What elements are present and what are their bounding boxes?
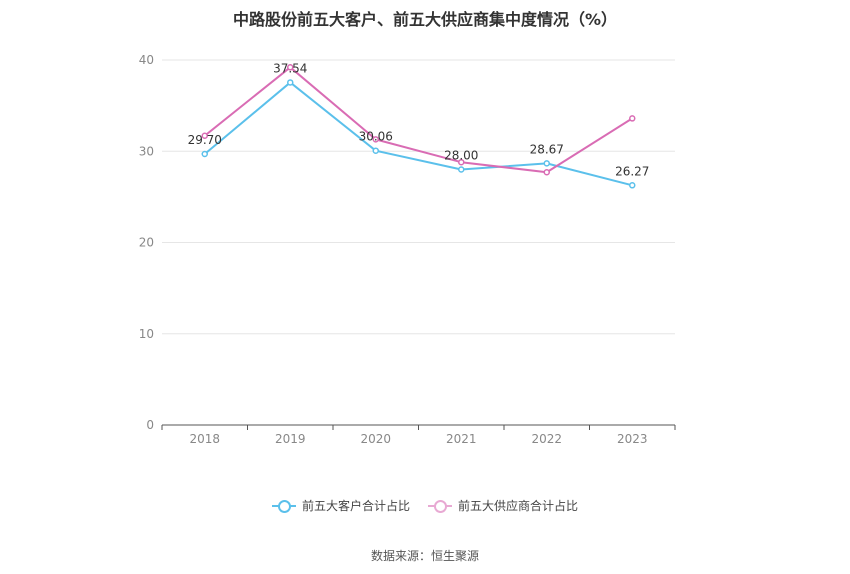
point-0-2023 xyxy=(629,182,636,189)
point-1-2022 xyxy=(543,168,550,176)
y-tick-label-40: 40 xyxy=(139,53,154,67)
point-0-2021 xyxy=(458,166,465,173)
legend-item-suppliers[interactable]: 前五大供应商合计占比 xyxy=(428,497,578,514)
axes: 0 10 20 30 40 2018 2019 2020 2021 2022 2023 xyxy=(139,53,676,446)
data-source: 数据来源：恒生聚源 xyxy=(370,549,479,563)
legend-swatch-suppliers xyxy=(428,499,452,513)
series-line-0 xyxy=(204,81,633,187)
legend-swatch-customers xyxy=(271,499,296,513)
series-lines xyxy=(201,64,636,189)
x-tick-label-2019: 2019 xyxy=(275,432,306,446)
legend-label-suppliers: 前五大供应商合计占比 xyxy=(458,499,579,513)
legend-label-customers: 前五大客户合计占比 xyxy=(301,499,410,513)
legend: 前五大客户合计占比 前五大供应商合计占比 xyxy=(0,497,850,514)
data-label-2020: 30.06 xyxy=(359,130,393,144)
y-tick-label-10: 10 xyxy=(139,327,154,341)
point-0-2022 xyxy=(543,160,550,167)
series-line-1 xyxy=(204,66,633,174)
y-tick-label-30: 30 xyxy=(139,144,154,158)
point-1-2023 xyxy=(629,115,636,122)
grid-lines xyxy=(162,59,675,335)
x-tick-label-2018: 2018 xyxy=(189,432,220,446)
point-0-2018 xyxy=(201,150,208,158)
point-1-2018 xyxy=(201,132,208,139)
data-label-2022: 28.67 xyxy=(530,142,564,156)
data-labels: 29.70 37.54 30.06 28.00 28.67 26.27 xyxy=(188,61,650,178)
point-1-2020 xyxy=(372,136,379,143)
data-label-2023: 26.27 xyxy=(615,164,649,178)
y-tick-label-0: 0 xyxy=(146,418,154,432)
x-tick-label-2022: 2022 xyxy=(531,432,562,446)
y-tick-label-20: 20 xyxy=(139,236,154,250)
point-0-2019 xyxy=(287,79,294,86)
legend-item-customers[interactable]: 前五大客户合计占比 xyxy=(271,497,410,514)
data-label-2021: 28.00 xyxy=(444,149,478,163)
chart-title: 中路股份前五大客户、前五大供应商集中度情况（%） xyxy=(232,10,618,29)
point-1-2021 xyxy=(458,158,465,166)
x-tick-label-2021: 2021 xyxy=(446,432,477,446)
x-tick-label-2023: 2023 xyxy=(617,432,648,446)
data-label-2018: 29.70 xyxy=(188,133,222,147)
x-tick-label-2020: 2020 xyxy=(360,432,391,446)
point-0-2020 xyxy=(372,147,379,154)
point-1-2019 xyxy=(287,64,294,71)
data-label-2019: 37.54 xyxy=(273,61,307,75)
